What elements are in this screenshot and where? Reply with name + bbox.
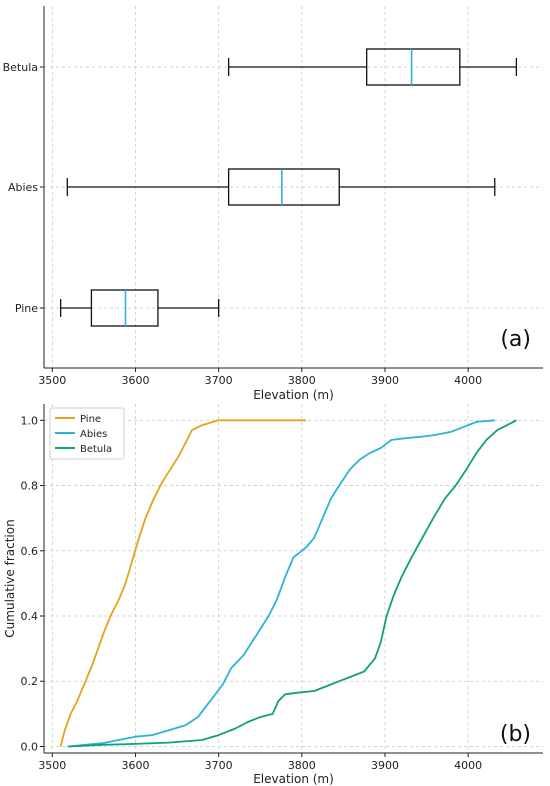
legend-frame (49, 407, 125, 460)
box-iqr (366, 48, 461, 86)
x-tick-label: 3700 (205, 759, 233, 772)
panel-a-label: (a) (500, 327, 531, 352)
panel-b-x-axis-label: Elevation (m) (253, 772, 334, 786)
panel-b-axes: 0.0 0.2 0.4 0.6 0.8 1.0 3500 3600 3700 3800 3900 40… (21, 404, 543, 772)
y-tick-label: 0.2 (21, 675, 39, 688)
y-tick-label: 0.6 (21, 545, 39, 558)
panel-b-y-axis-label: Cumulative fraction (3, 519, 17, 637)
x-tick-label: 3600 (121, 374, 149, 387)
box-iqr (227, 168, 340, 206)
x-tick-label: 3800 (288, 374, 316, 387)
series-line-betula (68, 419, 517, 748)
series-line-abies (67, 419, 495, 748)
panel-b-legend: Pine Abies Betula (49, 407, 125, 460)
panel-b-grid (44, 404, 543, 753)
x-tick-label: 4000 (454, 374, 482, 387)
x-tick-label: 3700 (205, 374, 233, 387)
panel-a-x-axis-label: Elevation (m) (253, 388, 334, 402)
x-tick-label: 3800 (288, 759, 316, 772)
x-tick-label: 3900 (371, 374, 399, 387)
y-tick-label: 1.0 (21, 414, 39, 427)
y-tick-label: Pine (15, 302, 38, 315)
panel-a-boxes (59, 48, 518, 327)
box-abies (66, 168, 496, 206)
x-tick-label: 3500 (38, 374, 66, 387)
legend-label-betula: Betula (80, 444, 112, 455)
y-tick-label: 0.4 (21, 610, 39, 623)
y-tick-label: 0.8 (21, 480, 39, 493)
y-tick-label: Abies (8, 181, 38, 194)
legend-label-abies: Abies (80, 429, 107, 440)
x-tick-label: 3600 (121, 759, 149, 772)
y-tick-label: Betula (3, 61, 38, 74)
x-tick-label: 3900 (371, 759, 399, 772)
series-line-pine (59, 419, 306, 747)
y-tick-label: 0.0 (21, 740, 39, 753)
box-pine (59, 289, 220, 327)
x-tick-label: 3500 (38, 759, 66, 772)
panel-a-axes: Pine Abies Betula 3500 3600 3700 3800 3900 4000 (3, 6, 543, 387)
panel-b-lines (59, 419, 517, 748)
legend-label-pine: Pine (80, 414, 101, 425)
x-tick-label: 4000 (454, 759, 482, 772)
box-betula (227, 48, 518, 86)
panel-b-label: (b) (500, 722, 531, 747)
panel-b-cumulative-plot: 0.0 0.2 0.4 0.6 0.8 1.0 3500 3600 3700 3800 3900 40… (3, 404, 543, 786)
box-iqr (90, 289, 159, 327)
